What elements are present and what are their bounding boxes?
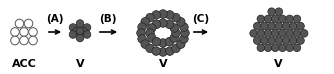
Circle shape [286, 44, 294, 52]
Circle shape [146, 29, 154, 37]
Text: ACC: ACC [12, 59, 36, 69]
Circle shape [257, 15, 265, 23]
Circle shape [29, 36, 37, 45]
Circle shape [170, 34, 179, 42]
Circle shape [279, 30, 286, 37]
Circle shape [76, 34, 84, 42]
Circle shape [257, 44, 265, 52]
Circle shape [83, 31, 91, 38]
Circle shape [80, 27, 87, 35]
Circle shape [297, 22, 304, 30]
Circle shape [261, 37, 268, 44]
Circle shape [268, 8, 276, 15]
Circle shape [261, 22, 268, 30]
Circle shape [69, 24, 77, 31]
Circle shape [300, 30, 308, 37]
Circle shape [282, 37, 290, 44]
Circle shape [272, 44, 279, 52]
Circle shape [165, 37, 174, 46]
Text: V: V [274, 59, 282, 69]
Circle shape [275, 22, 283, 30]
Circle shape [152, 20, 161, 29]
Circle shape [286, 15, 294, 23]
Circle shape [172, 13, 180, 22]
Circle shape [24, 19, 33, 28]
Circle shape [250, 30, 258, 37]
Circle shape [264, 44, 272, 52]
Circle shape [146, 13, 154, 22]
Circle shape [69, 31, 77, 38]
Circle shape [159, 19, 167, 27]
Circle shape [264, 30, 272, 37]
Circle shape [254, 22, 261, 30]
Circle shape [275, 37, 283, 44]
Circle shape [254, 37, 261, 44]
Circle shape [279, 15, 286, 23]
Circle shape [138, 23, 146, 31]
Circle shape [166, 47, 174, 55]
Circle shape [29, 28, 37, 36]
Circle shape [20, 36, 28, 45]
Circle shape [282, 22, 290, 30]
Circle shape [152, 47, 161, 55]
Circle shape [15, 19, 24, 28]
Circle shape [180, 35, 188, 43]
Circle shape [272, 15, 279, 23]
Circle shape [147, 24, 156, 32]
Circle shape [279, 44, 286, 52]
Text: (A): (A) [46, 14, 64, 24]
Circle shape [272, 30, 279, 37]
Circle shape [290, 37, 297, 44]
Circle shape [166, 11, 174, 19]
Text: (B): (B) [99, 14, 117, 24]
Circle shape [159, 39, 167, 47]
Circle shape [147, 34, 156, 42]
Circle shape [264, 15, 272, 23]
Circle shape [268, 37, 276, 44]
Circle shape [257, 30, 265, 37]
Circle shape [293, 15, 301, 23]
Circle shape [83, 24, 91, 31]
Circle shape [170, 24, 179, 32]
Circle shape [176, 18, 185, 26]
Circle shape [286, 30, 294, 37]
Circle shape [159, 10, 167, 18]
Circle shape [11, 28, 19, 36]
Circle shape [172, 29, 180, 37]
Circle shape [297, 37, 304, 44]
Circle shape [290, 22, 297, 30]
Circle shape [180, 23, 188, 31]
Circle shape [11, 36, 19, 45]
Circle shape [293, 30, 301, 37]
Text: V: V [76, 59, 84, 69]
Circle shape [138, 35, 146, 43]
Circle shape [76, 20, 84, 27]
Circle shape [268, 22, 276, 30]
Circle shape [141, 40, 150, 48]
Circle shape [172, 44, 180, 53]
Circle shape [20, 28, 28, 36]
Circle shape [152, 37, 161, 46]
Circle shape [181, 29, 189, 37]
Circle shape [152, 11, 161, 19]
Circle shape [293, 44, 301, 52]
Circle shape [159, 48, 167, 56]
Text: (C): (C) [192, 14, 209, 24]
Circle shape [137, 29, 145, 37]
Circle shape [76, 27, 84, 35]
Circle shape [176, 40, 185, 48]
Circle shape [165, 20, 174, 29]
Circle shape [73, 27, 80, 35]
Circle shape [146, 44, 154, 53]
Circle shape [141, 18, 150, 26]
Text: V: V [159, 59, 167, 69]
Circle shape [275, 8, 283, 15]
